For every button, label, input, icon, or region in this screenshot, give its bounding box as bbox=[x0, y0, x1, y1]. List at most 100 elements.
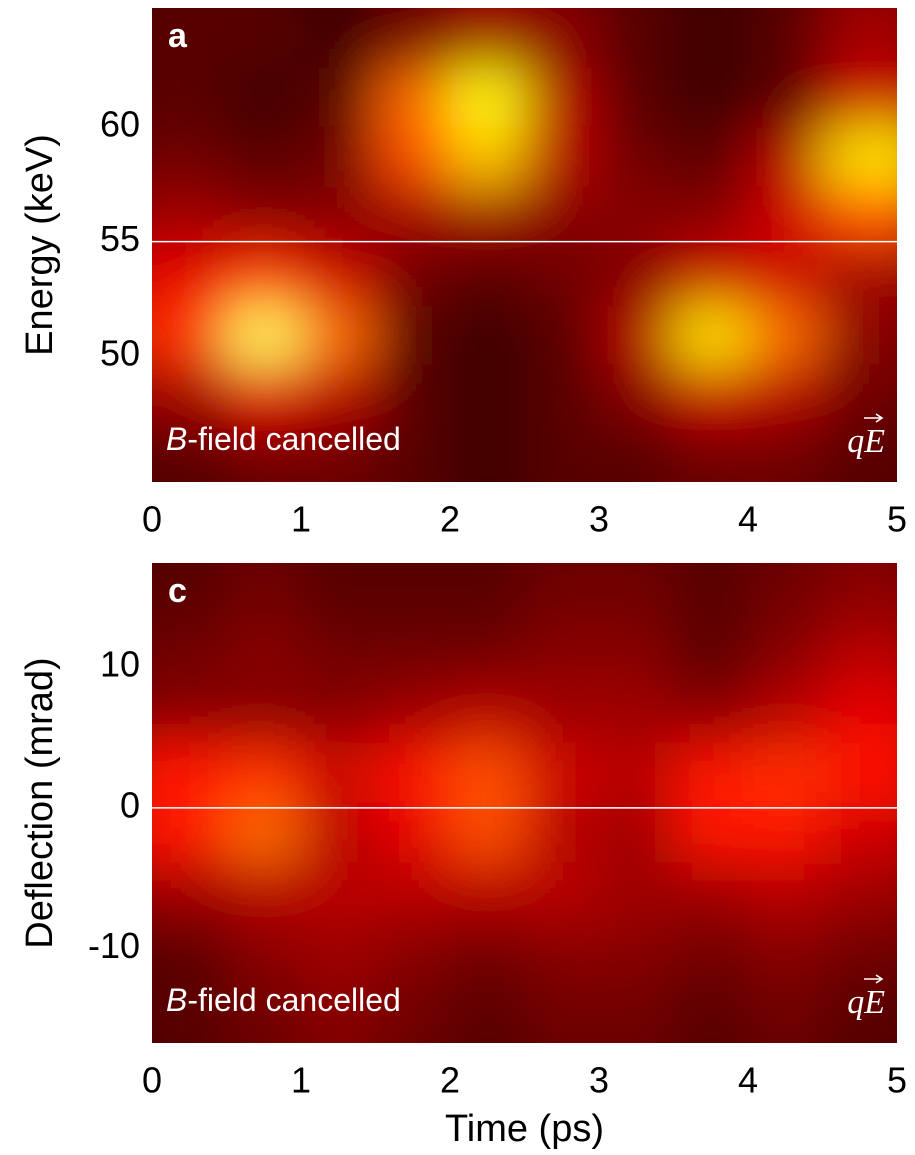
heatmap-cell bbox=[301, 67, 376, 128]
heatmap-cell bbox=[599, 305, 674, 366]
heatmap-cell bbox=[524, 803, 600, 865]
x-tick-label: 3 bbox=[589, 499, 609, 540]
heatmap-cell bbox=[226, 742, 302, 804]
y-tick-label: 0 bbox=[120, 784, 140, 825]
heatmap bbox=[152, 8, 897, 482]
heatmap-cell bbox=[524, 983, 600, 1043]
heatmap-cell bbox=[599, 682, 674, 744]
heatmap-cell bbox=[450, 803, 525, 865]
heatmap-cell bbox=[524, 742, 600, 804]
heatmap-cell bbox=[599, 803, 674, 865]
heatmap-cell bbox=[375, 742, 451, 804]
heatmap-cell bbox=[673, 365, 749, 426]
heatmap-cell bbox=[152, 862, 227, 924]
heatmap-cell bbox=[450, 983, 525, 1043]
panel-label: a bbox=[168, 17, 188, 55]
heatmap-cell bbox=[226, 186, 302, 247]
heatmap-cell bbox=[226, 983, 302, 1043]
heatmap-cell bbox=[524, 563, 600, 624]
heatmap-cell bbox=[599, 862, 674, 924]
heatmap-cell bbox=[152, 922, 227, 984]
heatmap-cell bbox=[748, 922, 823, 984]
heatmap-cell bbox=[226, 922, 302, 984]
annotation-italic: B bbox=[166, 421, 187, 457]
heatmap-cell bbox=[673, 803, 749, 865]
heatmap-cell bbox=[226, 67, 302, 128]
heatmap-cell bbox=[748, 563, 823, 624]
heatmap-cell bbox=[524, 922, 600, 984]
plot-area bbox=[152, 8, 897, 482]
heatmap-cell bbox=[152, 365, 227, 426]
heatmap-cell bbox=[301, 246, 376, 307]
heatmap-cell bbox=[375, 563, 451, 624]
heatmap-cell bbox=[673, 682, 749, 744]
vector-arrow bbox=[864, 974, 884, 984]
heatmap-cell bbox=[599, 127, 674, 188]
heatmap-cell bbox=[301, 803, 376, 865]
heatmap-cell bbox=[301, 742, 376, 804]
heatmap-cell bbox=[152, 186, 227, 247]
heatmap-cell bbox=[226, 365, 302, 426]
heatmap-cell bbox=[673, 862, 749, 924]
heatmap-cell bbox=[301, 563, 376, 624]
heatmap-cell bbox=[301, 622, 376, 684]
heatmap-cell bbox=[301, 922, 376, 984]
heatmap-cell bbox=[375, 305, 451, 366]
heatmap-cell bbox=[673, 127, 749, 188]
heatmap-cell bbox=[152, 983, 227, 1043]
heatmap-cell bbox=[599, 365, 674, 426]
heatmap-cell bbox=[748, 424, 823, 482]
heatmap-cell bbox=[599, 186, 674, 247]
heatmap-cell bbox=[301, 682, 376, 744]
heatmap-cell bbox=[673, 563, 749, 624]
heatmap-cell bbox=[375, 186, 451, 247]
heatmap-cell bbox=[599, 742, 674, 804]
heatmap-cell bbox=[524, 67, 600, 128]
y-tick-label: 55 bbox=[100, 218, 140, 259]
heatmap-cell bbox=[748, 67, 823, 128]
heatmap-cell bbox=[673, 67, 749, 128]
heatmap-cell bbox=[152, 246, 227, 307]
heatmap-cell bbox=[152, 742, 227, 804]
heatmap-cell bbox=[822, 983, 897, 1043]
heatmap-cell bbox=[375, 862, 451, 924]
heatmap-cell bbox=[599, 246, 674, 307]
x-tick-label: 2 bbox=[440, 499, 460, 540]
heatmap-cell bbox=[822, 305, 897, 366]
heatmap-cell bbox=[673, 424, 749, 482]
y-tick-label: -10 bbox=[88, 925, 140, 966]
heatmap-cell bbox=[822, 67, 897, 128]
heatmap-cell bbox=[673, 622, 749, 684]
heatmap-cell bbox=[301, 8, 376, 69]
heatmap-cell bbox=[748, 8, 823, 69]
heatmap-cell bbox=[822, 922, 897, 984]
heatmap-cell bbox=[450, 424, 525, 482]
x-tick-label: 5 bbox=[887, 499, 907, 540]
x-tick-label: 5 bbox=[887, 1060, 907, 1101]
heatmap-cell bbox=[673, 8, 749, 69]
heatmap-cell bbox=[450, 922, 525, 984]
heatmap-cell bbox=[673, 742, 749, 804]
heatmap-cell bbox=[524, 682, 600, 744]
heatmap-cell bbox=[226, 127, 302, 188]
x-tick-label: 0 bbox=[142, 499, 162, 540]
heatmap-cell bbox=[375, 246, 451, 307]
heatmap-cell bbox=[822, 682, 897, 744]
heatmap-cell bbox=[599, 67, 674, 128]
heatmap-cell bbox=[599, 8, 674, 69]
heatmap-cell bbox=[226, 563, 302, 624]
x-tick-label: 0 bbox=[142, 1060, 162, 1101]
heatmap-cell bbox=[301, 305, 376, 366]
annotation: B-field cancelled bbox=[166, 982, 401, 1018]
heatmap-cell bbox=[375, 424, 451, 482]
heatmap-cell bbox=[822, 127, 897, 188]
heatmap-cell bbox=[375, 682, 451, 744]
vector-arrow bbox=[864, 413, 884, 423]
heatmap-cell bbox=[152, 305, 227, 366]
heatmap-cell bbox=[673, 186, 749, 247]
heatmap-cell bbox=[152, 67, 227, 128]
heatmap-cell bbox=[450, 682, 525, 744]
heatmap-cell bbox=[822, 8, 897, 69]
heatmap-cell bbox=[748, 365, 823, 426]
